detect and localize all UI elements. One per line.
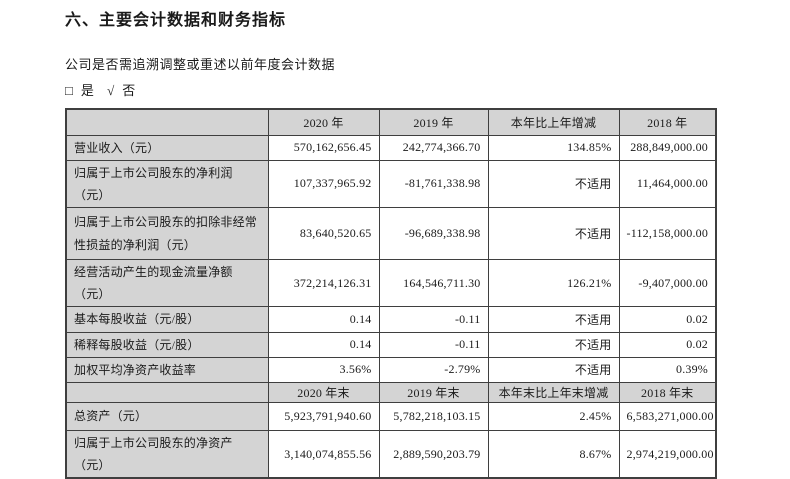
value-2020: 3,140,074,855.56: [267, 430, 380, 479]
row-label: 归属于上市公司股东的净利润（元）: [65, 159, 269, 209]
restatement-question: 公司是否需追溯调整或重述以前年度会计数据: [65, 57, 336, 72]
value-2020: 570,162,656.45: [267, 134, 380, 161]
value-change: 不适用: [487, 356, 620, 384]
table-row-net-profit-excl-nonrecurring: 归属于上市公司股东的扣除非经常性损益的净利润（元） 83,640,520.65 …: [65, 207, 717, 261]
value-2019: -0.11: [378, 306, 489, 333]
row-label: 总资产（元）: [65, 402, 269, 431]
value-2018: 0.02: [618, 306, 717, 333]
header-end-2020: 2020 年末: [267, 382, 380, 403]
value-2019: 164,546,711.30: [378, 259, 489, 308]
value-2018: 6,583,271,000.00: [618, 402, 717, 431]
value-2018: 11,464,000.00: [618, 159, 717, 209]
table-row-operating-cash-flow: 经营活动产生的现金流量净额（元） 372,214,126.31 164,546,…: [65, 259, 717, 308]
value-2020: 372,214,126.31: [267, 259, 380, 308]
table-row-diluted-eps: 稀释每股收益（元/股） 0.14 -0.11 不适用 0.02: [65, 331, 717, 358]
header-blank-cell: [65, 382, 269, 403]
value-2018: 0.02: [618, 331, 717, 358]
period-end-header-row: 2020 年末 2019 年末 本年末比上年末增减 2018 年末: [65, 382, 717, 403]
value-2020: 5,923,791,940.60: [267, 402, 380, 431]
value-change: 不适用: [487, 159, 620, 209]
row-label: 营业收入（元）: [65, 134, 269, 161]
table-row-net-profit: 归属于上市公司股东的净利润（元） 107,337,965.92 -81,761,…: [65, 159, 717, 209]
header-yoy-change: 本年比上年增减: [487, 108, 620, 136]
header-year-2020: 2020 年: [267, 108, 380, 136]
period-header-row: 2020 年 2019 年 本年比上年增减 2018 年: [65, 108, 717, 136]
table-row-net-assets: 归属于上市公司股东的净资产（元） 3,140,074,855.56 2,889,…: [65, 430, 717, 479]
row-label: 经营活动产生的现金流量净额（元）: [65, 259, 269, 308]
value-2020: 83,640,520.65: [267, 207, 380, 261]
header-end-2019: 2019 年末: [378, 382, 489, 403]
value-change: 8.67%: [487, 430, 620, 479]
value-2020: 107,337,965.92: [267, 159, 380, 209]
header-end-yoy-change: 本年末比上年末增减: [487, 382, 620, 403]
value-2019: -2.79%: [378, 356, 489, 384]
value-2020: 0.14: [267, 306, 380, 333]
row-label: 归属于上市公司股东的扣除非经常性损益的净利润（元）: [65, 207, 269, 261]
value-2018: 0.39%: [618, 356, 717, 384]
checkmark-icon: √: [107, 83, 115, 98]
table-row-basic-eps: 基本每股收益（元/股） 0.14 -0.11 不适用 0.02: [65, 306, 717, 333]
row-label: 稀释每股收益（元/股）: [65, 331, 269, 358]
checkbox-unchecked-icon: □: [65, 83, 73, 98]
table-row-revenue: 营业收入（元） 570,162,656.45 242,774,366.70 13…: [65, 134, 717, 161]
value-change: 2.45%: [487, 402, 620, 431]
value-2019: 242,774,366.70: [378, 134, 489, 161]
value-2018: -112,158,000.00: [618, 207, 717, 261]
no-label: 否: [122, 83, 136, 98]
value-2018: 2,974,219,000.00: [618, 430, 717, 479]
value-change: 134.85%: [487, 134, 620, 161]
value-2019: -96,689,338.98: [378, 207, 489, 261]
restatement-answer: □ 是 √ 否: [65, 80, 715, 99]
financial-indicators-table: 2020 年 2019 年 本年比上年增减 2018 年 营业收入（元） 570…: [65, 108, 717, 479]
value-2019: -0.11: [378, 331, 489, 358]
checkbox-no-option: √ 否: [107, 83, 135, 98]
header-year-2019: 2019 年: [378, 108, 489, 136]
value-2019: 5,782,218,103.15: [378, 402, 489, 431]
value-2018: -9,407,000.00: [618, 259, 717, 308]
checkbox-yes-option: □ 是: [65, 83, 94, 98]
value-change: 不适用: [487, 306, 620, 333]
row-label: 归属于上市公司股东的净资产（元）: [65, 430, 269, 479]
value-2019: 2,889,590,203.79: [378, 430, 489, 479]
header-end-2018: 2018 年末: [618, 382, 717, 403]
yes-label: 是: [80, 83, 94, 98]
header-year-2018: 2018 年: [618, 108, 717, 136]
value-2020: 3.56%: [267, 356, 380, 384]
value-change: 126.21%: [487, 259, 620, 308]
row-label: 加权平均净资产收益率: [65, 356, 269, 384]
value-change: 不适用: [487, 331, 620, 358]
table-row-total-assets: 总资产（元） 5,923,791,940.60 5,782,218,103.15…: [65, 402, 717, 431]
value-2020: 0.14: [267, 331, 380, 358]
value-2019: -81,761,338.98: [378, 159, 489, 209]
table-row-weighted-avg-roe: 加权平均净资产收益率 3.56% -2.79% 不适用 0.39%: [65, 356, 717, 384]
value-2018: 288,849,000.00: [618, 134, 717, 161]
value-change: 不适用: [487, 207, 620, 261]
header-blank-cell: [65, 108, 269, 136]
section-title: 六、主要会计数据和财务指标: [65, 12, 287, 29]
row-label: 基本每股收益（元/股）: [65, 306, 269, 333]
